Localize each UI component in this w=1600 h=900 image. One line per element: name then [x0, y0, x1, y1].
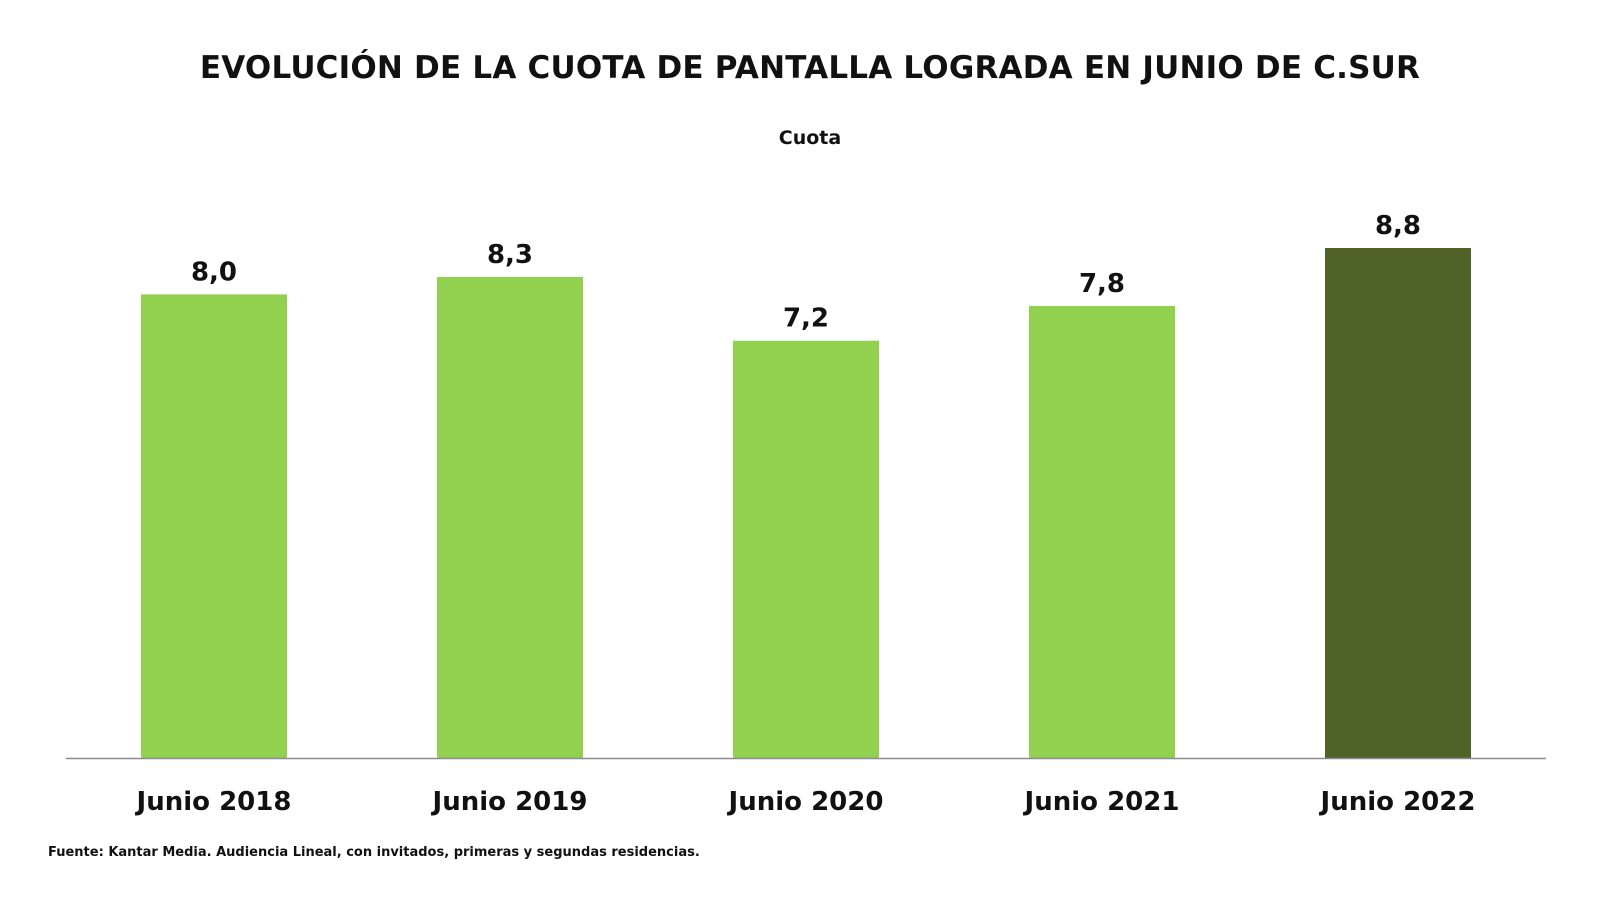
bar-5 [1325, 248, 1471, 758]
category-label-5: Junio 2022 [1319, 787, 1476, 817]
bar-1 [141, 294, 287, 758]
data-label-4: 7,8 [1079, 269, 1125, 299]
bar-2 [437, 276, 583, 758]
data-label-2: 8,3 [487, 240, 533, 270]
chart-title: EVOLUCIÓN DE LA CUOTA DE PANTALLA LOGRAD… [199, 50, 1421, 86]
category-label-1: Junio 2018 [135, 787, 292, 817]
data-label-1: 8,0 [191, 257, 237, 287]
bar-3 [733, 340, 879, 758]
category-label-4: Junio 2021 [1023, 787, 1180, 817]
data-label-3: 7,2 [783, 304, 829, 334]
category-label-2: Junio 2019 [431, 787, 588, 817]
category-label-3: Junio 2020 [727, 787, 884, 817]
data-label-5: 8,8 [1375, 211, 1421, 241]
chart-subtitle: Cuota [778, 127, 842, 149]
source-note: Fuente: Kantar Media. Audiencia Lineal, … [48, 845, 700, 860]
bar-4 [1029, 305, 1175, 758]
